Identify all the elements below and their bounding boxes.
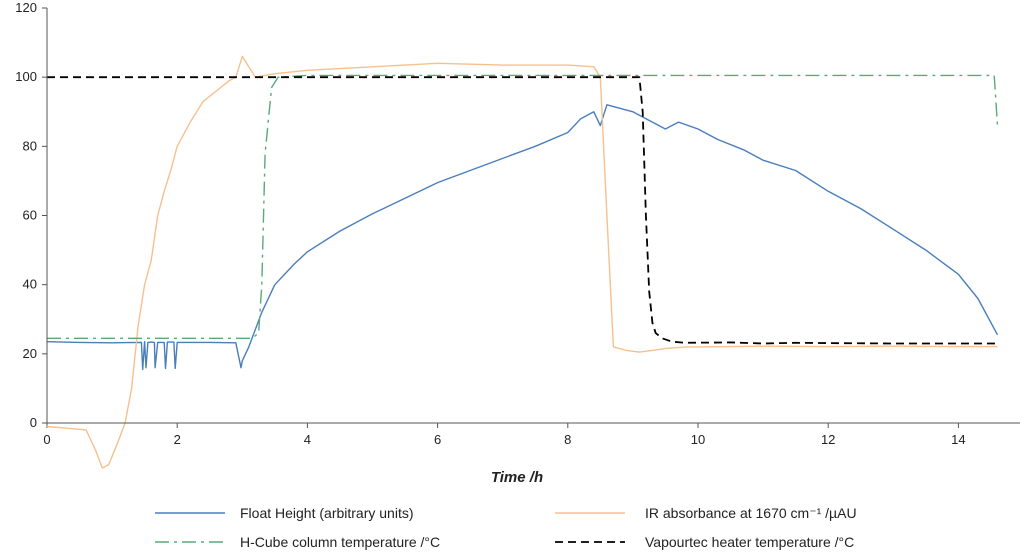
x-tick-label: 14	[951, 432, 965, 447]
x-tick-label: 10	[691, 432, 705, 447]
x-tick-label: 4	[304, 432, 311, 447]
series-line-vapourtec-temperature	[47, 76, 998, 345]
y-tick-label: 120	[15, 0, 37, 15]
x-axis-ticks: 0 2 4 6 8 10 12 14	[43, 423, 966, 447]
x-tick-label: 6	[434, 432, 441, 447]
y-tick-label: 100	[15, 69, 37, 84]
series-line-float-height	[46, 104, 999, 371]
legend-item-vapourtec-temperature: Vapourtec heater temperature /°C	[555, 534, 854, 550]
legend-label-float-height: Float Height (arbitrary units)	[240, 505, 414, 521]
x-axis-title: Time /h	[491, 469, 543, 486]
y-tick-label: 80	[23, 138, 37, 153]
y-tick-label: 60	[23, 208, 37, 223]
legend-label-ir-absorbance: IR absorbance at 1670 cm⁻¹ /µAU	[645, 505, 857, 521]
y-axis-ticks: 0 20 40 60 80 100 120	[15, 0, 47, 430]
legend-item-float-height: Float Height (arbitrary units)	[155, 505, 414, 521]
x-tick-label: 2	[174, 432, 181, 447]
legend-item-h-cube-temperature: H-Cube column temperature /°C	[155, 534, 440, 550]
series-line-h-cube-temperature	[47, 74, 999, 339]
legend-label-h-cube-temperature: H-Cube column temperature /°C	[240, 534, 440, 550]
series-lines	[46, 55, 999, 469]
legend: Float Height (arbitrary units) IR absorb…	[155, 505, 857, 550]
x-tick-label: 8	[564, 432, 571, 447]
series-line-ir-absorbance	[46, 55, 998, 469]
legend-item-ir-absorbance: IR absorbance at 1670 cm⁻¹ /µAU	[555, 505, 857, 521]
x-tick-label: 12	[821, 432, 835, 447]
y-tick-label: 0	[30, 415, 37, 430]
y-tick-label: 20	[23, 346, 37, 361]
y-tick-label: 40	[23, 277, 37, 292]
legend-label-vapourtec-temperature: Vapourtec heater temperature /°C	[645, 534, 854, 550]
x-tick-label: 0	[43, 432, 50, 447]
